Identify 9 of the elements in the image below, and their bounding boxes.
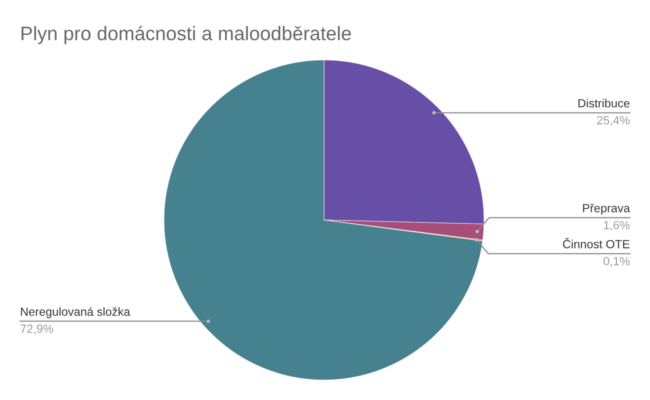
chart-title: Plyn pro domácnosti a maloodběratele bbox=[22, 26, 351, 44]
slice-label: Přeprava bbox=[583, 204, 630, 215]
data-label: 1,6% bbox=[604, 220, 630, 231]
data-label: 0,1% bbox=[604, 256, 630, 267]
slice-label: Neregulovaná složka bbox=[20, 307, 130, 318]
data-label: 72,9% bbox=[20, 324, 54, 334]
slice-label: Distribuce bbox=[578, 98, 630, 108]
slice-label: Činnost OTE bbox=[563, 238, 630, 248]
data-label: 25,4% bbox=[597, 116, 630, 126]
